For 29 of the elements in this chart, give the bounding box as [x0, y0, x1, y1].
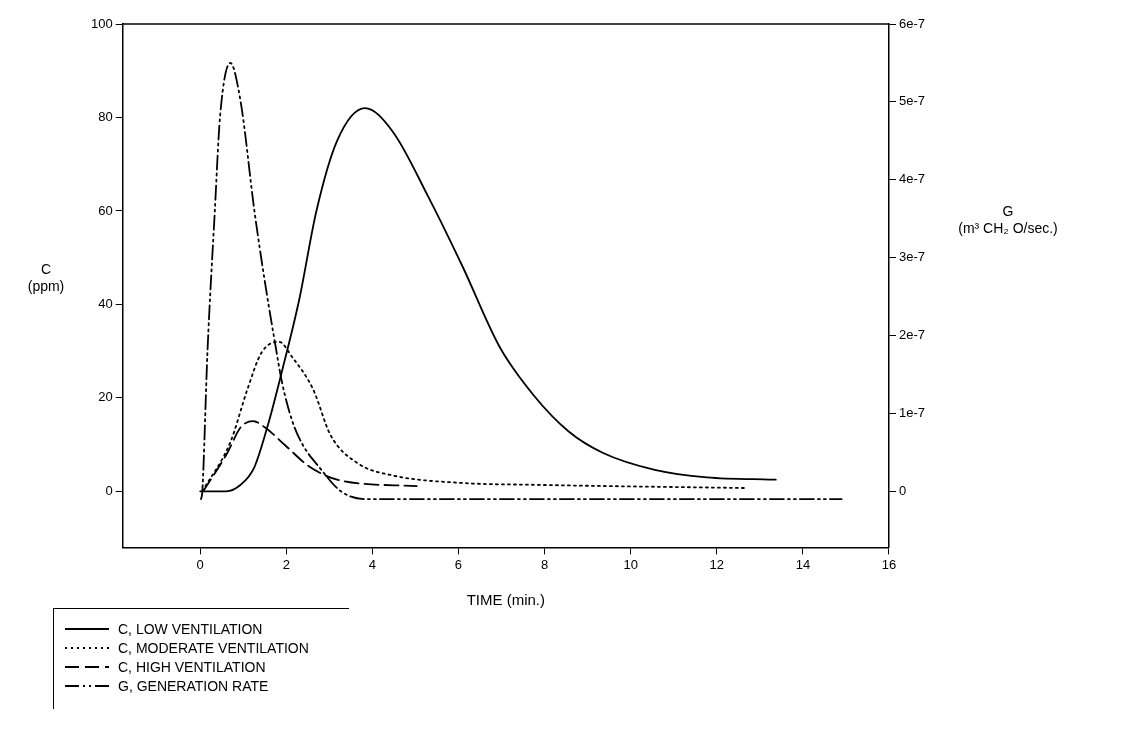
y-tick-label: 80	[98, 109, 113, 125]
x-tick-label: 0	[196, 556, 204, 572]
y-axis-title: C (ppm)	[27, 260, 65, 294]
y2-tick-label: 1e-7	[898, 405, 926, 421]
y-tick-label: 20	[98, 389, 113, 405]
x-tick-label: 14	[795, 556, 811, 572]
y2-tick-label: 5e-7	[898, 93, 926, 109]
legend-label: C, LOW VENTILATION	[118, 620, 263, 637]
x-axis-title: TIME (min.)	[466, 591, 545, 609]
y-tick-label: 40	[98, 295, 113, 311]
x-tick-label: 12	[709, 556, 725, 572]
x-tick-label: 4	[368, 556, 376, 572]
y2-tick-label: 6e-7	[898, 15, 926, 31]
legend-label: G, GENERATION RATE	[118, 677, 269, 694]
legend-label: C, MODERATE VENTILATION	[118, 639, 309, 656]
y2-tick-label: 0	[898, 482, 907, 498]
x-tick-label: 2	[282, 556, 290, 572]
y2-tick-label: 2e-7	[898, 327, 926, 343]
x-tick-label: 8	[540, 556, 549, 572]
x-tick-label: 16	[881, 556, 897, 572]
y-tick-label: 100	[90, 15, 113, 31]
y2-axis-title: G (m³ CH₂ O/sec.)	[958, 202, 1058, 236]
y-tick-label: 0	[105, 482, 113, 498]
y2-tick-label: 4e-7	[898, 171, 926, 187]
x-tick-label: 10	[623, 556, 638, 572]
y-tick-label: 60	[98, 202, 113, 218]
x-tick-label: 6	[454, 556, 463, 572]
legend-label: C, HIGH VENTILATION	[118, 658, 266, 675]
y2-tick-label: 3e-7	[898, 249, 926, 265]
